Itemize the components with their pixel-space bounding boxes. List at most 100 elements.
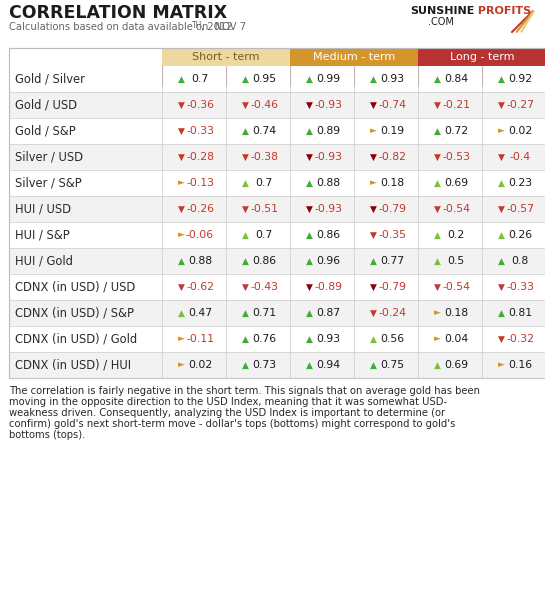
Text: ▲: ▲: [498, 179, 505, 187]
Text: ▲: ▲: [178, 256, 184, 265]
Text: 0.73: 0.73: [252, 360, 276, 370]
Text: ▼: ▼: [178, 101, 184, 110]
Text: ▼: ▼: [434, 152, 440, 161]
Text: ▲: ▲: [241, 335, 249, 344]
Text: -0.54: -0.54: [442, 282, 470, 292]
Text: ►: ►: [178, 179, 184, 187]
Text: 0.92: 0.92: [508, 74, 532, 84]
Text: ►: ►: [178, 361, 184, 370]
Text: ►: ►: [370, 126, 377, 135]
Text: SUNSHINE: SUNSHINE: [410, 6, 474, 16]
Text: 0.94: 0.94: [316, 360, 340, 370]
Text: CORRELATION MATRIX: CORRELATION MATRIX: [9, 4, 227, 22]
Text: HUI / USD: HUI / USD: [15, 202, 71, 216]
Text: Short - term: Short - term: [192, 52, 260, 62]
Text: ▲: ▲: [306, 126, 312, 135]
Text: 0.88: 0.88: [188, 256, 212, 266]
Text: ▼: ▼: [498, 101, 505, 110]
Text: -0.62: -0.62: [186, 282, 214, 292]
Text: 750: 750: [437, 69, 463, 82]
Text: 0.89: 0.89: [316, 126, 340, 136]
Bar: [9, 196, 545, 222]
Text: CDNX (in USD) / S&P: CDNX (in USD) / S&P: [15, 306, 134, 320]
Text: ▼: ▼: [434, 205, 440, 214]
Text: ▼: ▼: [498, 205, 505, 214]
Text: -0.51: -0.51: [250, 204, 278, 214]
Bar: [418, 48, 545, 66]
Text: 0.04: 0.04: [444, 334, 468, 344]
Text: ▼: ▼: [306, 101, 312, 110]
Text: Gold / USD: Gold / USD: [15, 99, 77, 111]
Text: -0.13: -0.13: [186, 178, 214, 188]
Text: 0.77: 0.77: [380, 256, 404, 266]
Text: ▲: ▲: [306, 179, 312, 187]
Text: -0.82: -0.82: [378, 152, 406, 162]
Text: ▲: ▲: [434, 126, 440, 135]
Bar: [9, 66, 545, 92]
Text: CDNX (in USD) / USD: CDNX (in USD) / USD: [15, 281, 135, 294]
Text: -0.43: -0.43: [250, 282, 278, 292]
Text: CDNX (in USD) / HUI: CDNX (in USD) / HUI: [15, 359, 131, 371]
Text: HUI / Gold: HUI / Gold: [15, 255, 73, 267]
Text: -0.32: -0.32: [506, 334, 534, 344]
Text: ▼: ▼: [370, 101, 377, 110]
Bar: [9, 352, 545, 378]
Text: ►: ►: [178, 231, 184, 240]
Text: ▲: ▲: [498, 75, 505, 84]
Text: ▲: ▲: [434, 231, 440, 240]
Text: Medium - term: Medium - term: [313, 52, 395, 62]
Text: 0.5: 0.5: [447, 256, 465, 266]
Text: ▼: ▼: [241, 101, 249, 110]
Text: 0.7: 0.7: [256, 178, 272, 188]
Text: bottoms (tops).: bottoms (tops).: [9, 430, 86, 440]
Text: ▼: ▼: [498, 282, 505, 291]
Text: ▼: ▼: [306, 282, 312, 291]
Text: -0.24: -0.24: [378, 308, 406, 318]
Text: ►: ►: [498, 361, 505, 370]
Text: ▲: ▲: [434, 179, 440, 187]
Bar: [9, 92, 545, 118]
Bar: [482, 66, 545, 86]
Text: Silver / S&P: Silver / S&P: [15, 176, 82, 190]
Text: ▼: ▼: [370, 231, 377, 240]
Text: , 2012: , 2012: [201, 22, 233, 32]
Text: ►: ►: [178, 335, 184, 344]
Text: ▲: ▲: [241, 75, 249, 84]
Text: 0.93: 0.93: [380, 74, 404, 84]
Text: -0.33: -0.33: [506, 282, 534, 292]
Text: ▼: ▼: [241, 152, 249, 161]
Text: -0.93: -0.93: [314, 100, 342, 110]
Text: -0.79: -0.79: [378, 204, 406, 214]
Text: -0.35: -0.35: [378, 230, 406, 240]
Text: 0.02: 0.02: [508, 126, 532, 136]
Text: -0.46: -0.46: [250, 100, 278, 110]
Text: ▲: ▲: [370, 361, 377, 370]
Text: HUI / S&P: HUI / S&P: [15, 229, 70, 241]
Text: ▲: ▲: [241, 361, 249, 370]
Text: 0.86: 0.86: [316, 230, 340, 240]
Text: ▼: ▼: [498, 152, 505, 161]
Text: ►: ►: [434, 335, 440, 344]
Text: weakness driven. Consequently, analyzing the USD Index is important to determine: weakness driven. Consequently, analyzing…: [9, 408, 445, 418]
Text: 0.23: 0.23: [508, 178, 532, 188]
Text: .COM: .COM: [428, 17, 454, 27]
Bar: [9, 66, 162, 86]
Text: ▼: ▼: [370, 282, 377, 291]
Text: ▲: ▲: [434, 75, 440, 84]
Text: -0.38: -0.38: [250, 152, 278, 162]
Text: 0.8: 0.8: [511, 256, 529, 266]
Text: 0.93: 0.93: [316, 334, 340, 344]
Text: ▼: ▼: [178, 205, 184, 214]
Text: ▲: ▲: [241, 231, 249, 240]
Text: ▲: ▲: [241, 179, 249, 187]
Bar: [290, 66, 354, 86]
Text: 0.69: 0.69: [444, 360, 468, 370]
Bar: [354, 66, 418, 86]
Text: 0.47: 0.47: [188, 308, 212, 318]
Bar: [9, 170, 545, 196]
Text: ▲: ▲: [370, 335, 377, 344]
Text: 0.74: 0.74: [252, 126, 276, 136]
Text: ▲: ▲: [306, 75, 312, 84]
Text: 0.19: 0.19: [380, 126, 404, 136]
Text: -0.4: -0.4: [510, 152, 531, 162]
